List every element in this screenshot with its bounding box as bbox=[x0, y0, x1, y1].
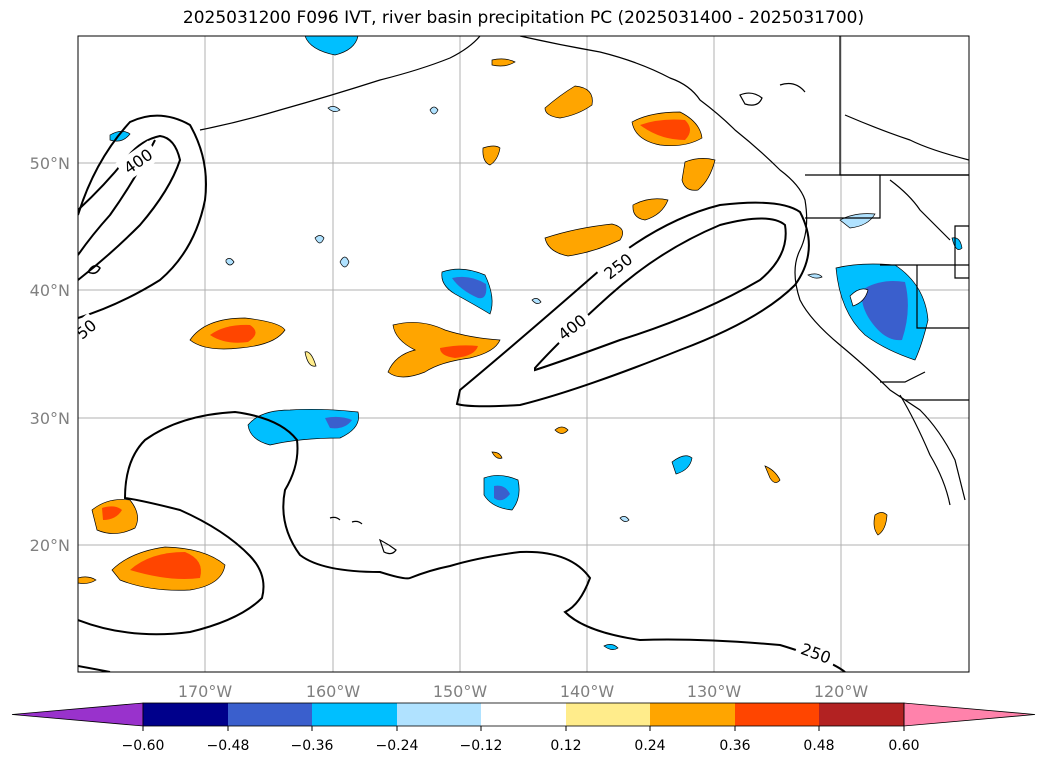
colorbar: −0.60 −0.48 −0.36 −0.24 −0.12 0.12 0.24 … bbox=[11, 702, 1036, 754]
lon-label-160w: 160°W bbox=[306, 682, 361, 701]
map-content: 400 250 400 250 50 bbox=[72, 36, 969, 672]
map-frame bbox=[77, 35, 970, 673]
colorbar-segment-4 bbox=[397, 703, 481, 726]
contour-label-group: 400 250 400 250 50 bbox=[72, 140, 839, 671]
colorbar-segment-6 bbox=[566, 703, 650, 726]
colorbar-frame bbox=[142, 702, 905, 727]
latitude-labels: 50°N 40°N 30°N 20°N bbox=[30, 154, 70, 555]
colorbar-tick-7: 0.24 bbox=[634, 738, 665, 754]
ivt-contour-bottom-edge bbox=[78, 665, 111, 672]
colorbar-segment-3 bbox=[312, 703, 397, 726]
colorbar-tick-3: −0.36 bbox=[291, 738, 334, 754]
contour-label-edge: 50 bbox=[72, 316, 100, 344]
ivt-contour-250-east bbox=[455, 201, 810, 408]
colorbar-segment-2 bbox=[228, 703, 312, 726]
colorbar-segment-8 bbox=[735, 703, 819, 726]
longitude-labels: 170°W 160°W 150°W 140°W 130°W 120°W bbox=[178, 682, 869, 701]
lon-label-150w: 150°W bbox=[433, 682, 488, 701]
colorbar-segment-1 bbox=[143, 703, 228, 726]
colorbar-extend-low bbox=[11, 702, 144, 727]
colorbar-segment-5 bbox=[481, 703, 566, 726]
precip-positive-patches bbox=[78, 58, 888, 591]
lon-label-120w: 120°W bbox=[814, 682, 869, 701]
colorbar-tick-6: 0.12 bbox=[550, 738, 581, 754]
gridlines bbox=[78, 36, 969, 672]
colorbar-segment-7 bbox=[650, 703, 735, 726]
precip-negative-patches bbox=[109, 36, 963, 650]
lat-label-40n: 40°N bbox=[30, 281, 70, 300]
colorbar-tick-10: 0.60 bbox=[888, 738, 919, 754]
colorbar-tick-4: −0.24 bbox=[376, 738, 419, 754]
colorbar-tick-9: 0.48 bbox=[803, 738, 834, 754]
lat-label-30n: 30°N bbox=[30, 409, 70, 428]
lat-label-20n: 20°N bbox=[30, 536, 70, 555]
ivt-contour-250-west bbox=[78, 114, 207, 319]
ivt-contour-small bbox=[86, 265, 101, 275]
colorbar-extend-high bbox=[903, 702, 1036, 727]
colorbar-tick-2: −0.48 bbox=[207, 738, 250, 754]
ivt-contour-400-east bbox=[534, 217, 787, 372]
colorbar-tick-1: −0.60 bbox=[122, 738, 165, 754]
lon-label-140w: 140°W bbox=[560, 682, 615, 701]
ivt-contour-250-south bbox=[78, 410, 846, 672]
lon-label-130w: 130°W bbox=[687, 682, 742, 701]
colorbar-tick-8: 0.36 bbox=[719, 738, 750, 754]
coastlines bbox=[199, 36, 969, 555]
contour-label-250-south: 250 bbox=[798, 639, 833, 667]
colorbar-tick-5: −0.12 bbox=[460, 738, 503, 754]
lon-label-170w: 170°W bbox=[178, 682, 233, 701]
lat-label-50n: 50°N bbox=[30, 154, 70, 173]
map-title: 2025031200 F096 IVT, river basin precipi… bbox=[182, 8, 865, 28]
colorbar-segment-9 bbox=[819, 703, 904, 726]
